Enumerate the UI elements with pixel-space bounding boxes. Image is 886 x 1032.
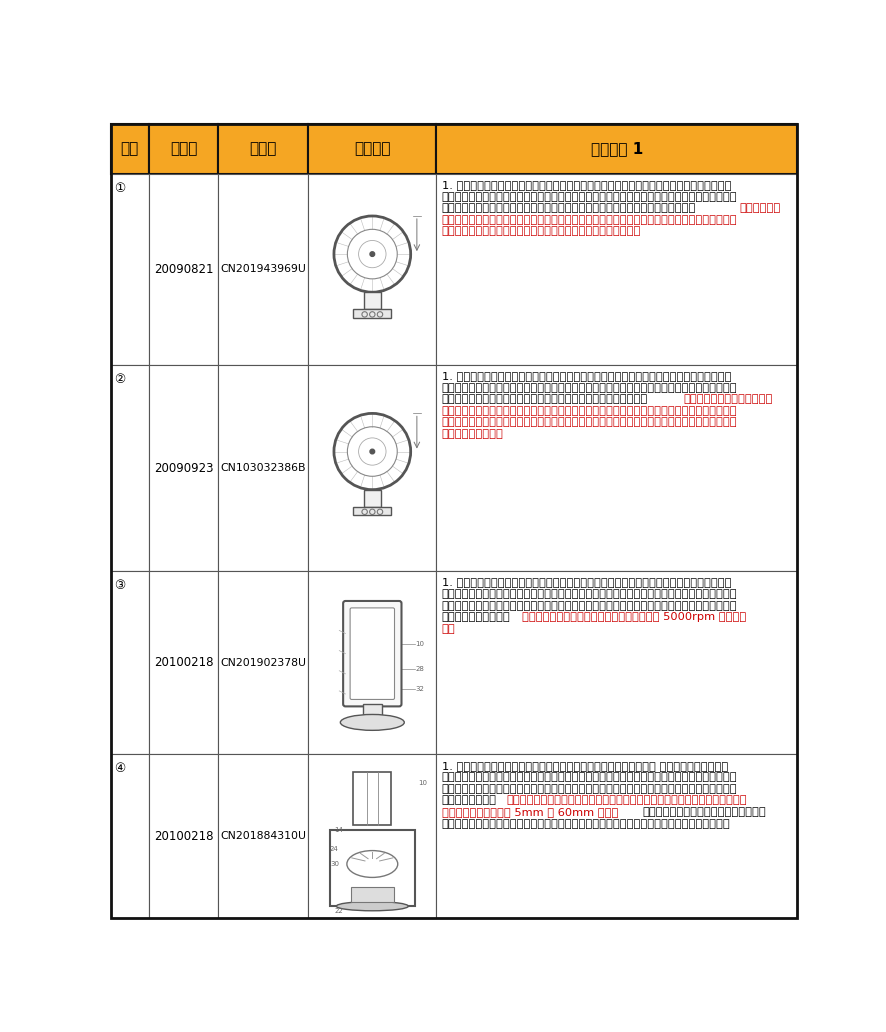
Bar [111,124,149,173]
Bar [149,754,219,918]
Text: 噴嘴包括一表: 噴嘴包括一表 [740,203,781,214]
Text: 30: 30 [330,861,339,867]
Text: 气流抽吸通过该开口，: 气流抽吸通过该开口， [442,612,510,622]
Text: 10: 10 [416,641,424,647]
Bar [219,173,308,365]
Text: 20090821: 20090821 [154,263,214,276]
Text: 20100218: 20100218 [154,830,214,843]
Text: 机罩包括空气入口和空气出口；位于叶轮机罩内的叶轮；围绕轴线驱动叶轮以产生空气穿过叶轮机: 机罩包括空气入口和空气出口；位于叶轮机罩内的叶轮；围绕轴线驱动叶轮以产生空气穿过… [442,783,737,794]
Text: 20090923: 20090923 [154,461,214,475]
Bar [354,507,392,515]
Text: 转。: 转。 [442,623,455,634]
Bar [149,173,219,365]
Bar [436,571,797,754]
Text: 和位于叶轮机罩入口下方并沿所述轴线与叶轮机罩的空气入口隔开一定距离的消: 和位于叶轮机罩入口下方并沿所述轴线与叶轮机罩的空气入口隔开一定距离的消 [506,796,747,805]
Text: 权利要求 1: 权利要求 1 [591,141,643,157]
Bar [308,173,436,365]
Text: 14: 14 [334,827,343,833]
Text: 限定一开口，来自风扇组件外部的空气被从所述嘴部发射的气流拽吸通过所述开口，: 限定一开口，来自风扇组件外部的空气被从所述嘴部发射的气流拽吸通过所述开口， [442,203,696,214]
Text: 1. 一种用于形成气流的无叶片风扇组件，其特征在于，该风扇组件包括用于形成气流的装置和: 1. 一种用于形成气流的无叶片风扇组件，其特征在于，该风扇组件包括用于形成气流的… [442,180,731,190]
Text: 面，所述嘴部被设置在该表面上以引导气流，该表面包括扩散部分和引导部分，该扩散部分呇锥形: 面，所述嘴部被设置在该表面上以引导气流，该表面包括扩散部分和引导部分，该扩散部分… [442,215,737,225]
Text: 的向外张开的表面。: 的向外张开的表面。 [442,429,503,439]
Bar [436,365,797,571]
Bar [219,124,308,173]
Text: 序号: 序号 [120,141,139,157]
Bar [436,754,797,918]
Text: ②: ② [113,373,125,386]
Bar [219,571,308,754]
Text: 20100218: 20100218 [154,656,214,670]
Text: 轴线，该引导部分在所述扩散部分下游并与之成角度。其中所述噴嘴的表面包括位于引导部分下游: 轴线，该引导部分在所述扩散部分下游并与之成角度。其中所述噴嘴的表面包括位于引导部… [442,417,737,427]
Bar [308,124,436,173]
Bar [436,124,797,173]
Text: 用于让叶轮旋转以形成从空气入口到空气出口流动的气流的马达，空气出口包括用于接收气流的内: 用于让叶轮旋转以形成从空气入口到空气出口流动的气流的马达，空气出口包括用于接收气… [442,589,737,599]
Text: 括用来从叶轮机罩的空气出口接收气流的内部通道和嘴部，其中气流通过嘴部从风扇组件射出。: 括用来从叶轮机罩的空气出口接收气流的内部通道和嘴部，其中气流通过嘴部从风扇组件射… [442,818,730,829]
Text: 32: 32 [416,686,424,691]
Text: 28: 28 [416,666,424,672]
Text: ④: ④ [113,763,125,775]
Bar [308,571,436,754]
Text: CN201943969U: CN201943969U [221,264,307,275]
Text: 其中马达具有转子，该转子在使用中能以至少 5000rpm 的速度旋: 其中马达具有转子，该转子在使用中能以至少 5000rpm 的速度旋 [522,612,746,622]
Text: 和安装在所述基部上的噴嘴，所述噴嘴包: 和安装在所述基部上的噴嘴，所述噴嘴包 [643,807,766,817]
Text: 22: 22 [334,908,343,913]
Text: 部被设置在该表面上以引导气流，该表面包括扩散部分和引导部分，该扩散部分呇锥形地远离所述: 部被设置在该表面上以引导气流，该表面包括扩散部分和引导部分，该扩散部分呇锥形地远… [442,406,737,416]
Bar [354,772,392,826]
Bar [111,571,149,754]
Text: 1. 一种用于形成气流的风扇组件，其特征在于，该风扇组件包括空气入口、空气出口、叶轮和: 1. 一种用于形成气流的风扇组件，其特征在于，该风扇组件包括空气入口、空气出口、… [442,577,731,587]
FancyBboxPatch shape [350,608,394,700]
Bar [149,571,219,754]
Bar [362,704,382,722]
Text: 自风扇组件外部的空气被从所述嘴部发射的气流拽吸通过所述开口，: 自风扇组件外部的空气被从所述嘴部发射的气流拽吸通过所述开口， [442,394,648,405]
Text: CN201902378U: CN201902378U [221,657,307,668]
Text: CN201884310U: CN201884310U [221,832,307,841]
Bar [363,292,381,310]
Bar [111,173,149,365]
Bar [111,365,149,571]
FancyBboxPatch shape [343,601,401,706]
Bar [330,830,415,906]
Text: 部通道和用于发出气流的嘴部，该空气出口限定了开口，来自风扇组件外界的空气被从嘴部发出的: 部通道和用于发出气流的嘴部，该空气出口限定了开口，来自风扇组件外界的空气被从嘴部… [442,601,737,611]
Text: 包括用于接收气流的内部通道和用于发射气流的嘴部，所述噴嘴绕一轴线延伸，以限定一开口，来: 包括用于接收气流的内部通道和用于发射气流的嘴部，所述噴嘴绕一轴线延伸，以限定一开… [442,383,737,392]
Bar [149,124,219,173]
Text: 基部包括外壳体，外壳体具有侧壁，侧壁包括至少一个空气入口，所述外壳体容纳叶轮机罩，叶轮: 基部包括外壳体，外壳体具有侧壁，侧壁包括至少一个空气入口，所述外壳体容纳叶轮机罩… [442,772,737,782]
Bar [308,365,436,571]
Bar [111,754,149,918]
Bar [219,365,308,571]
Text: 10: 10 [418,780,428,786]
Bar [308,754,436,918]
Bar [149,365,219,571]
Bar [436,173,797,365]
Bar [363,489,381,507]
Text: 1. 一种用于形成气流的无叶片风扇组件，该风扇组件包括用于形成气流的装置和噴嘴，该噴嘴: 1. 一种用于形成气流的无叶片风扇组件，该风扇组件包括用于形成气流的装置和噴嘴，… [442,370,731,381]
Text: 1. 一种用于产生气流的风扇组件，其特征在于，所述风扇组件包括： 基本柱状的基部，所述: 1. 一种用于产生气流的风扇组件，其特征在于，所述风扇组件包括： 基本柱状的基部… [442,761,728,771]
Text: 所述噴嘴包括一表面，所述嘴: 所述噴嘴包括一表面，所述嘴 [683,394,773,405]
Ellipse shape [337,902,408,911]
Ellipse shape [340,714,404,731]
Text: 公告号: 公告号 [250,141,277,157]
Text: 24: 24 [330,845,338,851]
Text: ①: ① [113,182,125,195]
Circle shape [370,252,375,256]
Circle shape [370,449,375,454]
Bar [219,754,308,918]
Text: 摘要附图: 摘要附图 [354,141,391,157]
Text: 地远离所述轴线，该引导部分在所述扩散部分下游并与之成角度。: 地远离所述轴线，该引导部分在所述扩散部分下游并与之成角度。 [442,226,641,236]
Bar [354,310,392,318]
Text: CN103032386B: CN103032386B [221,463,307,473]
Text: 申请日: 申请日 [170,141,198,157]
Text: 音构件，所述距离介于 5mm 到 60mm 之间；: 音构件，所述距离介于 5mm 到 60mm 之间； [442,807,618,817]
Text: 噴嘴，该噴嘴包括用于接收气流的内部通道的和用于发射气流的嘴部，所述噴嘴绕一轴线延伸，以: 噴嘴，该噴嘴包括用于接收气流的内部通道的和用于发射气流的嘴部，所述噴嘴绕一轴线延… [442,192,737,201]
Text: 罩的气流的马达；: 罩的气流的马达； [442,796,497,805]
Bar [351,888,393,902]
Text: ③: ③ [113,579,125,592]
